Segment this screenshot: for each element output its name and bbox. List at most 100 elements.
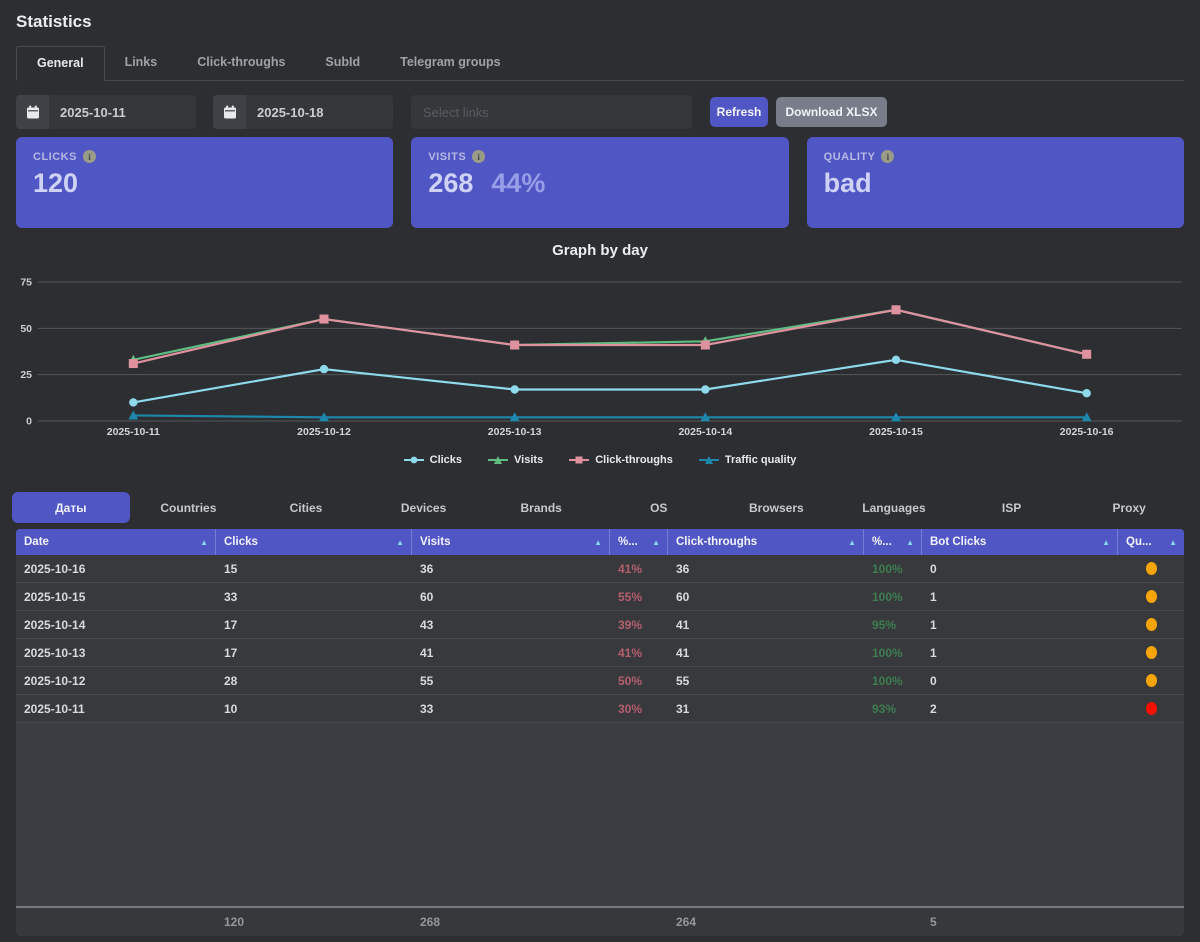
data-point (700, 412, 711, 422)
subtab-browsers[interactable]: Browsers (749, 500, 804, 515)
table-row: 2025-10-11 10 33 30% 31 93% 2 (16, 695, 1184, 723)
y-tick-label: 75 (20, 277, 32, 289)
quality-dot (1145, 618, 1157, 631)
stats-table: Date ▲ Clicks ▲ Visits ▲ %... ▲ Click-throug… (16, 529, 1184, 936)
column-header-click-throughs[interactable]: Click-throughs ▲ (668, 529, 864, 555)
info-icon[interactable]: i (82, 150, 96, 163)
data-point (891, 355, 901, 365)
chart-area: 0 25 50 75 2025-10-11 2025-10-12 2025-10-13 202… (16, 263, 1184, 446)
data-point (128, 410, 139, 420)
subtab-brands[interactable]: Brands (520, 500, 562, 515)
subtab-countries[interactable]: Countries (160, 500, 217, 515)
legend-label: Click-throughs (595, 454, 673, 466)
legend-marker-icon (698, 456, 719, 464)
legend-item-traffic-quality[interactable]: Traffic quality (698, 454, 797, 466)
data-point (319, 412, 329, 422)
quality-dot (1145, 674, 1157, 687)
table-row: 2025-10-12 28 55 50% 55 100% 0 (16, 667, 1184, 695)
sort-icon[interactable]: ▲ (652, 537, 660, 547)
data-point (510, 385, 519, 394)
data-point (891, 412, 901, 422)
date-to-input[interactable] (246, 104, 393, 120)
total-click-throughs: 264 (676, 915, 697, 929)
subtab-cities[interactable]: Cities (289, 500, 323, 515)
data-point (891, 305, 901, 315)
chart-legend: Clicks Visits Click-throughs Traffic qualit… (16, 450, 1184, 470)
sort-icon[interactable]: ▲ (1102, 537, 1110, 547)
data-point (319, 364, 329, 374)
column-header-pct-clicks[interactable]: %... ▲ (610, 529, 668, 555)
column-header-date[interactable]: Date ▲ (16, 529, 216, 555)
data-point (510, 340, 520, 350)
info-icon[interactable]: i (472, 150, 486, 163)
sort-icon[interactable]: ▲ (848, 537, 856, 547)
select-links-input[interactable] (411, 95, 692, 129)
clicks-card: CLICKS i 120 (16, 137, 394, 228)
x-tick-label: 2025-10-16 (1060, 426, 1114, 438)
visits-card: VISITS i 268 44% (411, 137, 789, 228)
quality-dot (1145, 562, 1157, 575)
series-line-traffic-quality (133, 414, 1087, 419)
column-header-bot-clicks[interactable]: Bot Clicks ▲ (922, 529, 1118, 555)
legend-item-click-throughs[interactable]: Click-throughs (569, 454, 673, 466)
subtab-languages[interactable]: Languages (862, 500, 926, 515)
download-xlsx-button[interactable]: Download XLSX (776, 97, 887, 127)
table-tabbar: Даты Countries Cities Devices Brands OS … (12, 492, 1188, 523)
sort-icon[interactable]: ▲ (1169, 537, 1177, 547)
chart-title: Graph by day (552, 242, 648, 259)
main-tabbar: General Links Click-throughs SubId Teleg… (16, 46, 1184, 81)
date-from-input[interactable] (49, 104, 196, 120)
clicks-card-label: CLICKS (33, 150, 77, 163)
sort-icon[interactable]: ▲ (906, 537, 914, 547)
legend-marker-icon (569, 456, 590, 464)
y-tick-label: 0 (26, 416, 32, 428)
visits-card-percent: 44% (491, 168, 546, 198)
legend-label: Traffic quality (724, 454, 797, 466)
date-to-picker[interactable] (213, 95, 393, 129)
tab-subid[interactable]: SubId (325, 55, 361, 69)
calendar-icon[interactable] (16, 95, 49, 129)
data-point (128, 359, 138, 369)
data-point (319, 314, 329, 324)
x-tick-label: 2025-10-11 (107, 426, 160, 438)
y-tick-label: 25 (20, 369, 32, 381)
tab-telegram-groups[interactable]: Telegram groups (400, 55, 501, 69)
line-chart: 0 25 50 75 2025-10-11 2025-10-12 2025-10-13 202… (20, 277, 1182, 438)
refresh-button[interactable]: Refresh (710, 97, 768, 127)
tab-general[interactable]: General (16, 46, 105, 81)
subtab-os[interactable]: OS (650, 500, 668, 515)
column-header-visits[interactable]: Visits ▲ (412, 529, 610, 555)
column-header-pct-ct[interactable]: %... ▲ (864, 529, 922, 555)
column-header-quality[interactable]: Qu... ▲ (1126, 536, 1177, 548)
legend-item-visits[interactable]: Visits (488, 454, 543, 466)
subtab-dates[interactable]: Даты (12, 492, 130, 523)
subtab-isp[interactable]: ISP (1001, 500, 1022, 515)
legend-marker-icon (488, 456, 509, 464)
total-visits: 268 (420, 915, 441, 929)
sort-icon[interactable]: ▲ (396, 537, 404, 547)
data-point (509, 412, 520, 422)
tab-click-throughs[interactable]: Click-throughs (197, 55, 286, 69)
data-point (1082, 349, 1092, 359)
calendar-icon[interactable] (213, 95, 246, 129)
legend-label: Clicks (429, 454, 463, 466)
sort-icon[interactable]: ▲ (200, 537, 208, 547)
legend-label: Visits (514, 454, 544, 466)
clicks-card-value: 120 (33, 168, 79, 198)
subtab-proxy[interactable]: Proxy (1112, 500, 1146, 515)
quality-card-label: QUALITY (823, 150, 876, 163)
date-from-picker[interactable] (16, 95, 196, 129)
data-point (129, 398, 138, 407)
quality-dot (1145, 702, 1157, 715)
x-tick-label: 2025-10-14 (678, 426, 732, 438)
legend-item-clicks[interactable]: Clicks (403, 454, 463, 466)
controls-row: Refresh Download XLSX (16, 95, 1184, 129)
sort-icon[interactable]: ▲ (594, 537, 602, 547)
series-line-visits (133, 308, 1087, 361)
x-tick-label: 2025-10-15 (869, 426, 923, 438)
tab-links[interactable]: Links (124, 55, 158, 69)
column-header-clicks[interactable]: Clicks ▲ (216, 529, 412, 555)
subtab-devices[interactable]: Devices (400, 500, 447, 515)
info-icon[interactable]: i (881, 150, 895, 163)
y-tick-label: 50 (20, 323, 32, 335)
